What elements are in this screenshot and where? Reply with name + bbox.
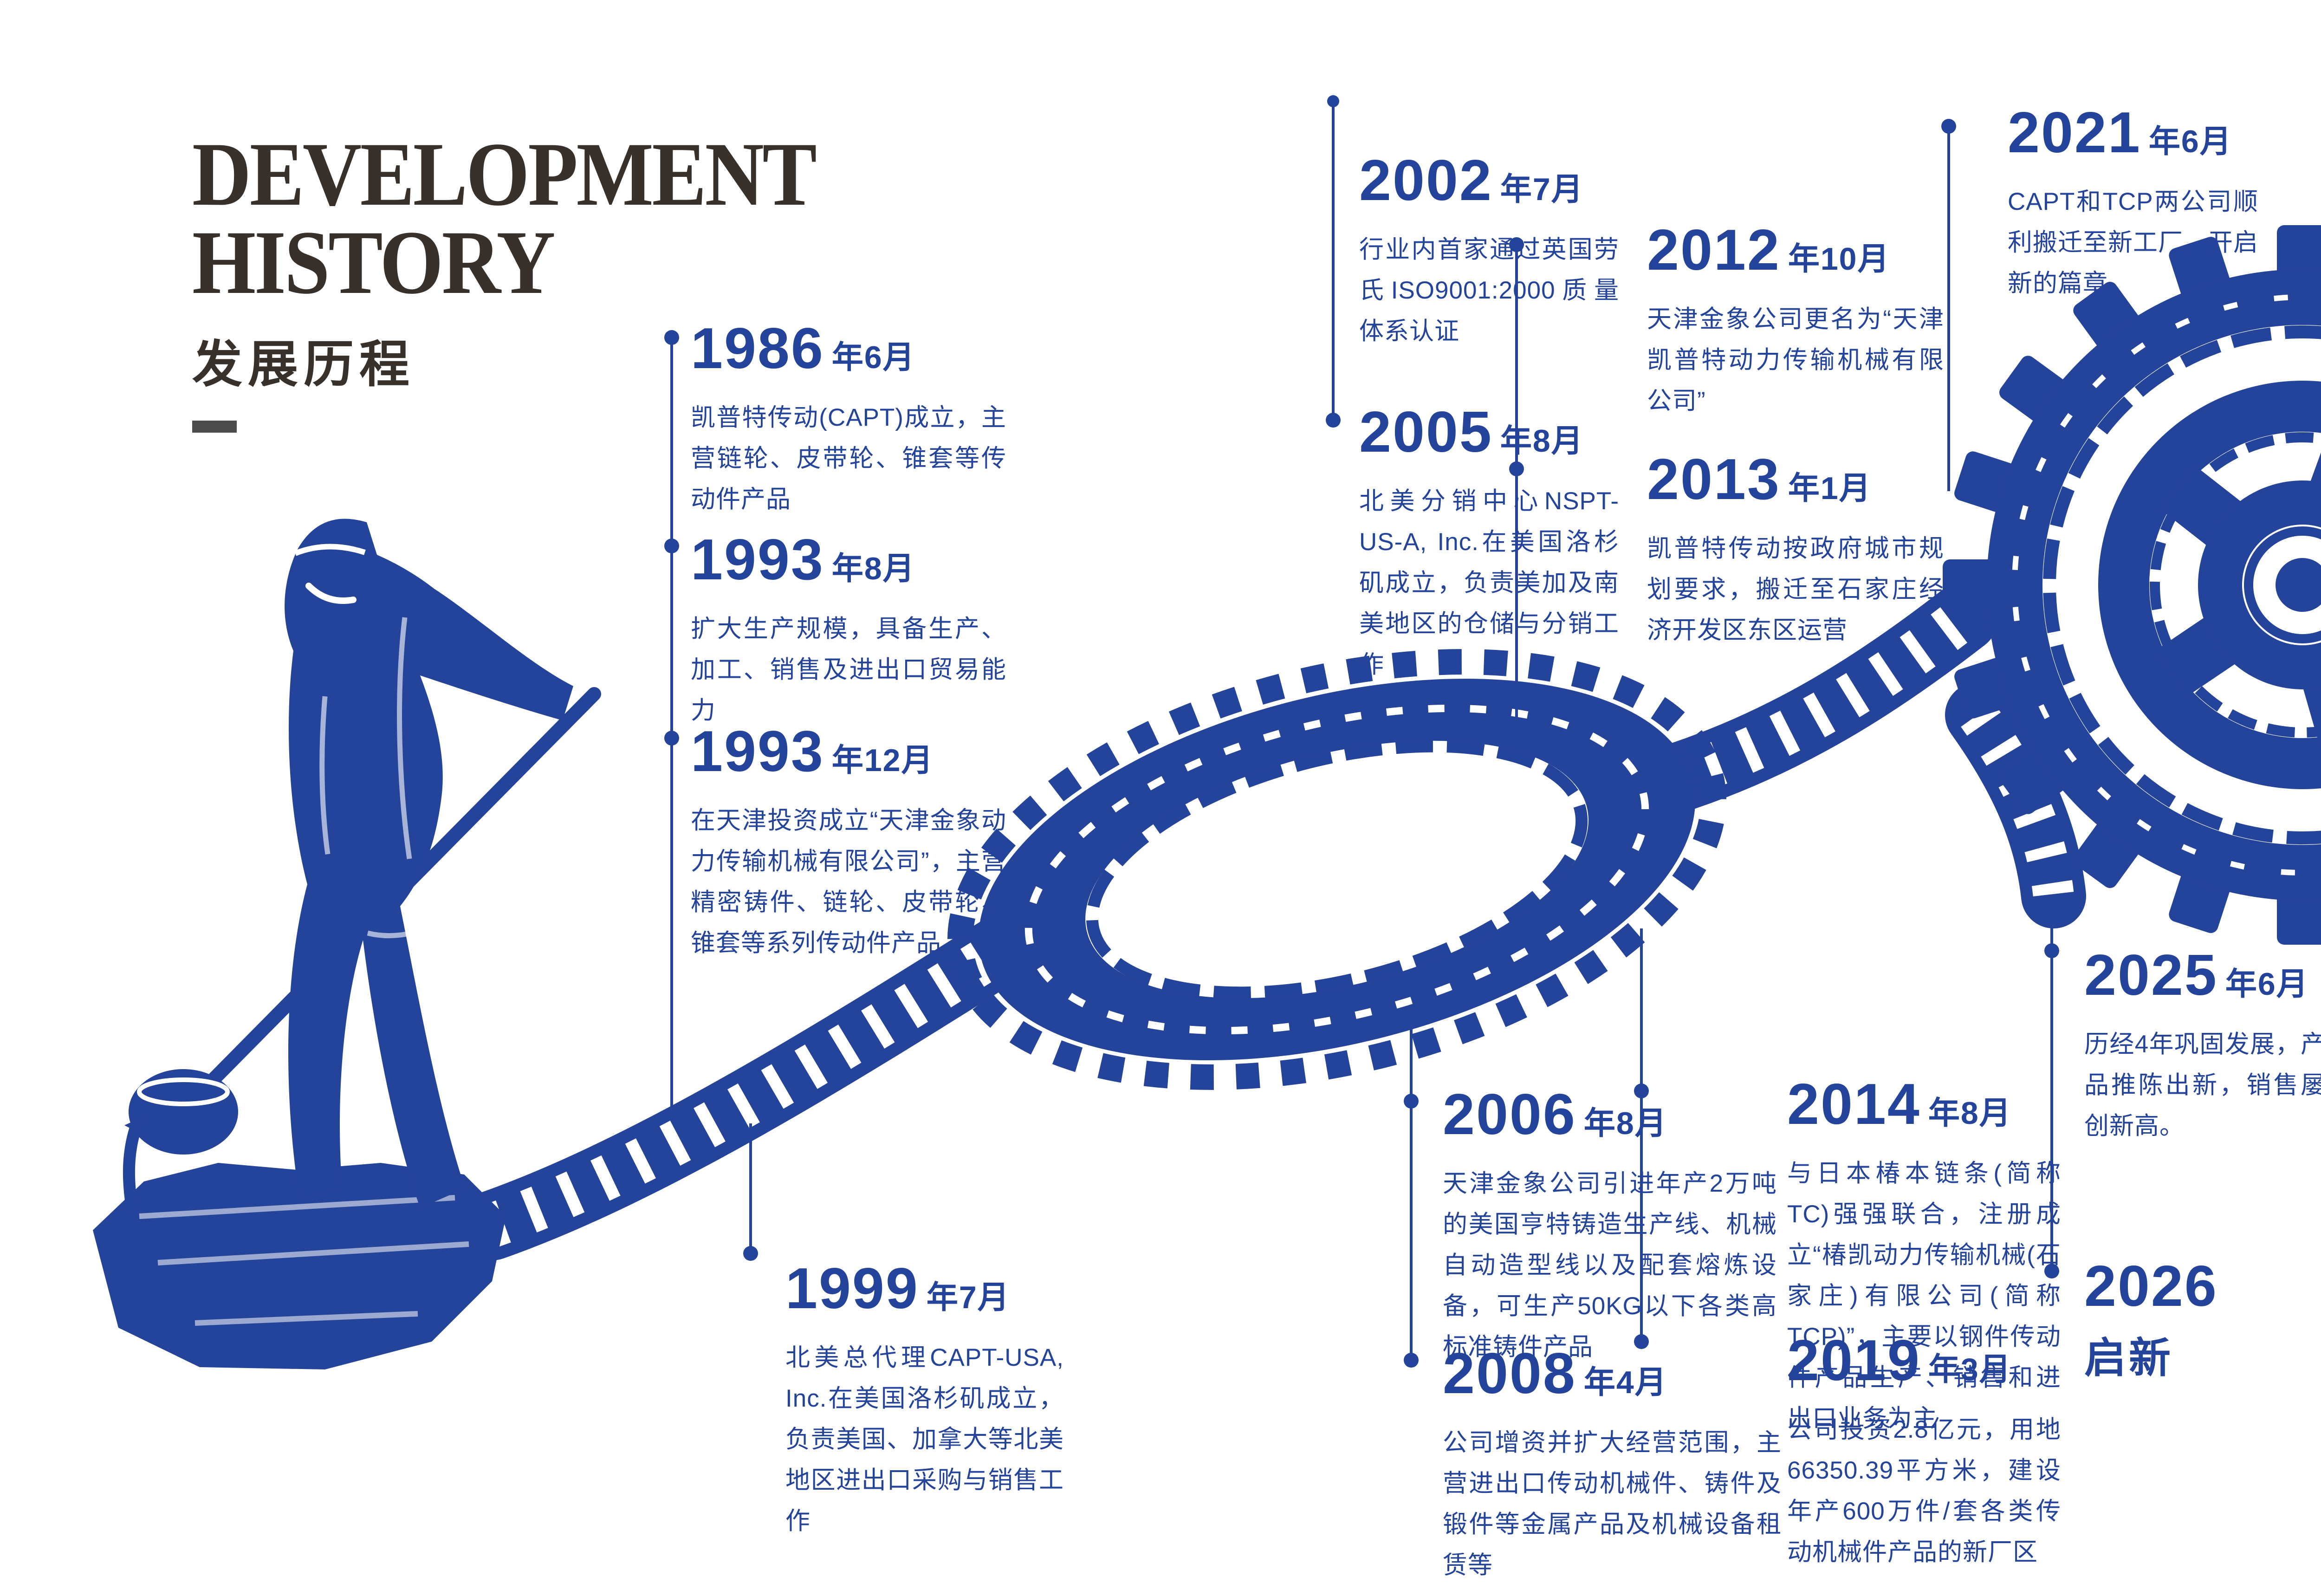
worker-illustration — [123, 519, 601, 1213]
entry-subtitle: 启新 — [2084, 1335, 2173, 1382]
cap-brim-line — [294, 544, 366, 556]
entry-description: 北美分销中心NSPT-US-A, Inc.在美国洛杉矶成立，负责美加及南美地区的… — [1359, 487, 1619, 678]
entry-year: 2002 — [1359, 149, 1493, 213]
entry-year: 1993 — [691, 528, 824, 592]
chain-loop — [947, 649, 1726, 1090]
timeline-dot-2002 — [1327, 95, 1339, 107]
timeline-connectors — [670, 97, 2053, 1360]
entry-month: 年10月 — [1788, 241, 1890, 277]
entry-year: 2026 — [2084, 1254, 2218, 1318]
entry-year: 2021 — [2008, 101, 2141, 165]
entry-description: 扩大生产规模，具备生产、加工、销售及进出口贸易能力 — [691, 615, 1006, 724]
ladle-icon — [123, 1069, 238, 1213]
molten-stream — [123, 1122, 142, 1213]
entry-month: 年6月 — [831, 340, 915, 375]
timeline-entry-2021-06: 2021 年6月 CAPT和TCP两公司顺利搬迁至新工厂，开启新的篇章 — [2008, 100, 2258, 304]
entry-year: 2013 — [1647, 448, 1781, 512]
timeline-dot-2014 — [1634, 1083, 1649, 1098]
rock-illustration — [93, 1163, 506, 1369]
entry-month: 年6月 — [2148, 124, 2232, 159]
timeline-dot-2006 — [1404, 1094, 1419, 1109]
timeline-dot-1993b — [664, 731, 679, 746]
timeline-entry-2005-08: 2005 年8月 北美分销中心NSPT-US-A, Inc.在美国洛杉矶成立，负责… — [1359, 399, 1619, 685]
entry-year: 1999 — [785, 1257, 919, 1321]
timeline-dot-2021 — [1941, 119, 1956, 134]
entry-year: 2008 — [1443, 1342, 1576, 1406]
timeline-entry-2002-07: 2002 年7月 行业内首家通过英国劳氏ISO9001:2000质量体系认证 — [1359, 148, 1619, 352]
entry-year: 1986 — [691, 317, 824, 381]
timeline-entry-1999-07: 1999 年7月 北美总代理CAPT-USA, Inc.在美国洛杉矶成立，负责美国… — [785, 1256, 1064, 1542]
entry-month: 年8月 — [1500, 423, 1584, 459]
entry-description: 历经4年巩固发展，产品推陈出新，销售屡创新高。 — [2084, 1031, 2321, 1140]
timeline-dot-2019 — [1634, 1334, 1649, 1349]
entry-description: 与日本椿本链条(简称TC)强强联合，注册成立“椿凯动力传输机械(石家庄)有限公司… — [1787, 1160, 2061, 1432]
timeline-dot-1999 — [743, 1246, 758, 1261]
timeline-entry-2014-08: 2014 年8月 与日本椿本链条(简称TC)强强联合，注册成立“椿凯动力传输机械(… — [1787, 1071, 2061, 1439]
entry-description: 凯普特传动(CAPT)成立，主营链轮、皮带轮、锥套等传动件产品 — [691, 404, 1006, 513]
entry-month: 年8月 — [1583, 1106, 1667, 1141]
title-english-line2: HISTORY — [192, 212, 556, 313]
entry-month: 年12月 — [831, 743, 934, 778]
timeline-dot-2008 — [1404, 1353, 1419, 1368]
entry-year: 1993 — [691, 720, 824, 784]
timeline-entry-2006-08: 2006 年8月 天津金象公司引进年产2万吨的美国亨特铸造生产线、机械自动造型线以… — [1443, 1082, 1777, 1368]
entry-description: 公司投资2.8亿元，用地66350.39平方米，建设年产600万件/套各类传动机… — [1787, 1416, 2061, 1566]
timeline-dot-2013 — [1509, 461, 1524, 476]
timeline-dot-1986 — [664, 330, 679, 345]
title-english-line1: DEVELOPMENT — [192, 124, 817, 225]
entry-year: 2025 — [2084, 943, 2218, 1007]
timeline-dot-2026 — [2044, 1264, 2059, 1278]
entry-year: 2005 — [1359, 400, 1493, 464]
entry-month: 年8月 — [1928, 1096, 2012, 1131]
timeline-entry-2013-01: 2013 年1月 凯普特传动按政府城市规划要求，搬迁至石家庄经济开发区东区运营 — [1647, 447, 1944, 651]
timeline-entry-2019-03: 2019 年3月 公司投资2.8亿元，用地66350.39平方米，建设年产600万… — [1787, 1328, 2061, 1573]
entry-description: 行业内首家通过英国劳氏ISO9001:2000质量体系认证 — [1359, 236, 1619, 345]
entry-description: 公司增资并扩大经营范围，主营进出口传动机械件、铸件及锻件等金属产品及机械设备租赁… — [1443, 1429, 1782, 1579]
entry-month: 年6月 — [2225, 967, 2309, 1002]
timeline-dot-1993a — [664, 538, 679, 553]
entry-month: 年3月 — [1928, 1352, 2012, 1387]
entry-month: 年1月 — [1788, 471, 1872, 506]
title-chinese: 发展历程 — [192, 336, 415, 392]
timeline-dot-2012 — [1509, 237, 1524, 252]
entry-description: 凯普特传动按政府城市规划要求，搬迁至石家庄经济开发区东区运营 — [1647, 535, 1944, 644]
entry-description: CAPT和TCP两公司顺利搬迁至新工厂，开启新的篇章 — [2008, 188, 2258, 297]
timeline-entry-2026: 2026 启新 — [2084, 1253, 2279, 1384]
timeline-dot-2005 — [1326, 413, 1341, 428]
entry-month: 年4月 — [1583, 1365, 1667, 1400]
entry-year: 2006 — [1443, 1083, 1576, 1147]
entry-month: 年7月 — [926, 1280, 1010, 1315]
timeline-entry-1993-08: 1993 年8月 扩大生产规模，具备生产、加工、销售及进出口贸易能力 — [691, 527, 1006, 731]
entry-month: 年8月 — [831, 551, 915, 586]
timeline-entry-1993-12: 1993 年12月 在天津投资成立“天津金象动力传输机械有限公司”，主营精密铸件、… — [691, 719, 1006, 964]
entry-description: 在天津投资成立“天津金象动力传输机械有限公司”，主营精密铸件、链轮、皮带轮、锥套… — [691, 807, 1006, 957]
entry-description: 天津金象公司更名为“天津凯普特动力传输机械有限公司” — [1647, 305, 1944, 415]
entry-description: 北美总代理CAPT-USA, Inc.在美国洛杉矶成立，负责美国、加拿大等北美地… — [785, 1344, 1064, 1535]
page-title-block: DEVELOPMENT HISTORY 发展历程 — [192, 129, 884, 433]
entry-month: 年7月 — [1500, 172, 1584, 207]
entry-description: 天津金象公司引进年产2万吨的美国亨特铸造生产线、机械自动造型线以及配套熔炼设备，… — [1443, 1170, 1777, 1361]
entry-year: 2019 — [1787, 1329, 1921, 1393]
timeline-entry-2008-04: 2008 年4月 公司增资并扩大经营范围，主营进出口传动机械件、铸件及锻件等金属产… — [1443, 1341, 1782, 1586]
title-dash-decoration — [192, 421, 237, 433]
timeline-dots — [664, 95, 2059, 1368]
entry-year: 2014 — [1787, 1072, 1921, 1136]
timeline-entry-2025-06: 2025 年6月 历经4年巩固发展，产品推陈出新，销售屡创新高。 — [2084, 942, 2321, 1147]
face-line — [305, 583, 357, 604]
timeline-entry-1986-06: 1986 年6月 凯普特传动(CAPT)成立，主营链轮、皮带轮、锥套等传动件产品 — [691, 316, 1006, 520]
timeline-entry-2012-10: 2012 年10月 天津金象公司更名为“天津凯普特动力传输机械有限公司” — [1647, 217, 1944, 422]
timeline-dot-2025 — [2044, 943, 2059, 958]
big-gear-illustration — [1943, 225, 2321, 945]
entry-year: 2012 — [1647, 218, 1781, 282]
